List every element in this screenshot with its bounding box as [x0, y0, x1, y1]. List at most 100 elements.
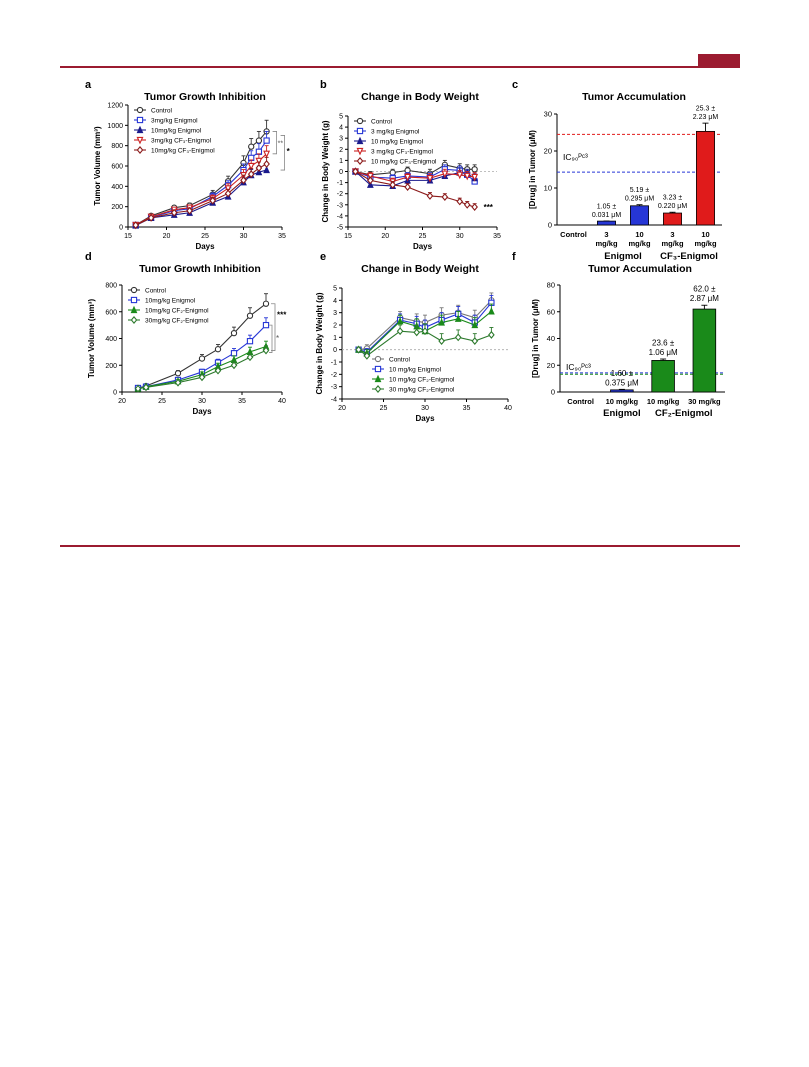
data-point — [471, 320, 479, 329]
bar — [610, 389, 634, 393]
bar — [663, 212, 682, 226]
x-tick-label: 40 — [278, 398, 286, 405]
significance-bracket — [280, 135, 285, 171]
bar — [696, 130, 715, 226]
series-3 — [134, 345, 270, 393]
group-label: Enigmol — [604, 251, 641, 262]
data-point — [421, 327, 429, 336]
y-tick-label: 0 — [119, 225, 123, 232]
y-tick-label: 2 — [333, 323, 337, 330]
y-tick-label: -5 — [337, 225, 343, 232]
x-tick-label: 15 — [344, 233, 352, 240]
x-tick-label: 35 — [463, 405, 471, 412]
category-label: Control — [567, 397, 594, 406]
legend-entry: Control — [389, 357, 411, 364]
y-tick-label: 4 — [339, 125, 343, 132]
data-point — [454, 333, 462, 342]
x-tick-label: 25 — [158, 398, 166, 405]
reference-line-label: IC₉₀ᴾᶜ³ — [563, 152, 588, 162]
legend-entry: 10mg/kg Enigmol — [151, 128, 202, 135]
data-point — [404, 183, 411, 191]
y-tick-label: 200 — [111, 204, 123, 211]
chart-panel-a: a Tumor Growth Inhibition 0 200 400 600 800 100… — [85, 79, 291, 251]
y-tick-label: -2 — [337, 191, 343, 198]
x-axis-label: Days — [192, 407, 212, 416]
data-point — [463, 200, 471, 209]
legend-marker — [136, 146, 144, 154]
legend-entry: Control — [145, 288, 167, 295]
y-tick-label: 0 — [551, 388, 555, 397]
data-point — [366, 172, 374, 181]
x-tick-label: 40 — [504, 405, 512, 412]
data-point — [247, 170, 255, 179]
chart-title: Tumor Accumulation — [582, 91, 686, 103]
y-tick-label: -3 — [331, 384, 337, 391]
chart-panel-b: b Change in Body Weight -5 -4 -3 -2 -1 0 1 2 3 4 5 15… — [320, 79, 501, 251]
legend-marker — [136, 106, 144, 114]
data-point — [367, 176, 374, 185]
data-point — [147, 213, 155, 222]
data-label: 62.0 ± — [693, 285, 716, 294]
bar — [630, 205, 649, 226]
data-point — [224, 185, 232, 193]
x-tick-label: 35 — [493, 233, 501, 240]
y-axis-label: Tumor Volume (mm³) — [93, 126, 102, 206]
chart-panel-f: f Tumor Accumulation 0 20 40 60 80 [Drug] in Tu… — [512, 251, 725, 419]
data-point — [134, 384, 142, 393]
data-point — [426, 175, 434, 183]
data-point — [142, 383, 150, 392]
series-line — [135, 140, 268, 226]
y-tick-label: -1 — [331, 360, 337, 367]
series-2 — [134, 340, 270, 392]
chart-title: Change in Body Weight — [361, 91, 479, 103]
legend-entry: 10mg/kg Enigmol — [145, 298, 196, 305]
x-tick-label: 30 — [198, 398, 206, 405]
data-point — [471, 203, 478, 211]
legend-entry: 10 mg/kg Enigmol — [371, 139, 424, 146]
legend-entry: 10 mg/kg CF₃-Enigmol — [371, 159, 437, 166]
y-tick-label: -2 — [331, 372, 337, 379]
legend-marker — [130, 305, 138, 314]
legend-entry: 3mg/kg Enigmol — [151, 118, 198, 125]
legend-entry: 3 mg/kg Enigmol — [371, 129, 420, 136]
y-tick-label: 1 — [339, 158, 343, 165]
data-point — [246, 338, 254, 345]
data-point — [214, 366, 222, 375]
y-axis-label: [Drug] in Tumor (μM) — [531, 299, 540, 378]
category-label: 10 mg/kg — [606, 397, 639, 406]
x-tick-label: 35 — [238, 398, 246, 405]
series-line — [135, 131, 268, 226]
series-line — [135, 169, 267, 226]
data-label: 23.6 ± — [652, 339, 675, 348]
significance-bracket — [272, 131, 277, 155]
top-rule — [60, 66, 740, 68]
legend-marker — [374, 374, 382, 383]
x-tick-label: 30 — [456, 233, 464, 240]
category-label: 10 — [701, 230, 709, 239]
data-label: 0.295 μM — [625, 196, 654, 203]
data-point — [454, 314, 462, 322]
legend-entry: 10mg/kg CF₂-Enigmol — [145, 308, 209, 315]
data-point — [413, 328, 421, 337]
legend-entry: 3mg/kg CF₃-Enigmol — [151, 138, 212, 145]
y-tick-label: 400 — [105, 336, 117, 343]
data-point — [262, 300, 270, 307]
data-point — [240, 176, 247, 185]
legend-marker — [356, 117, 364, 125]
chart-title: Tumor Accumulation — [588, 263, 692, 275]
x-tick-label: 25 — [419, 233, 427, 240]
legend-marker — [130, 286, 138, 294]
bottom-rule — [60, 545, 740, 547]
category-label: mg/kg — [595, 239, 618, 248]
x-tick-label: 30 — [240, 233, 248, 240]
panel-label: b — [320, 79, 327, 91]
panel-label: d — [85, 251, 92, 263]
category-label: mg/kg — [661, 239, 684, 248]
group-label: Enigmol — [603, 408, 640, 419]
data-point — [396, 316, 404, 325]
data-label: 25.3 ± — [696, 106, 716, 113]
y-tick-label: -1 — [337, 180, 343, 187]
category-label: 30 mg/kg — [688, 397, 721, 406]
data-point — [404, 173, 412, 182]
x-tick-label: 25 — [201, 233, 209, 240]
